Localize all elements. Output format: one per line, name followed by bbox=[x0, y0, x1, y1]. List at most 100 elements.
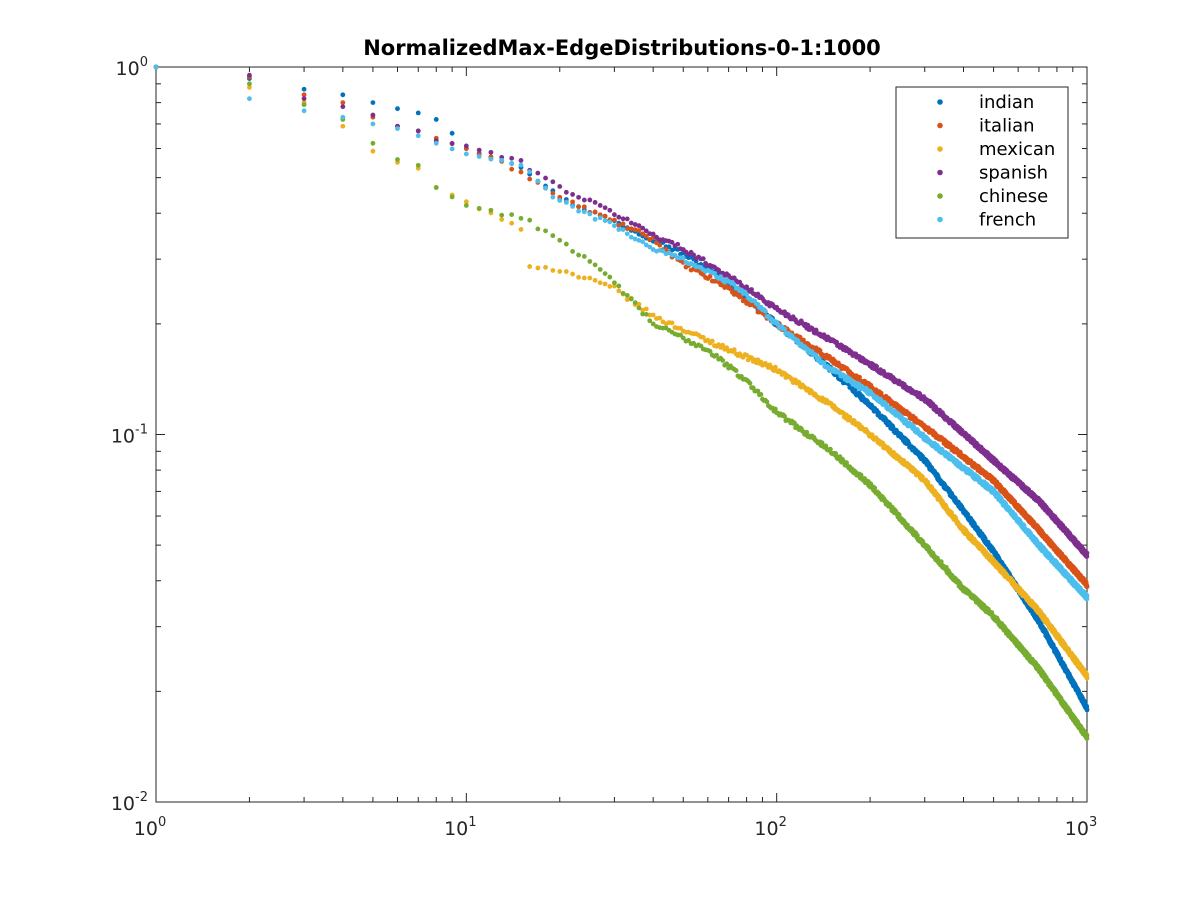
data-point bbox=[340, 123, 346, 129]
x-tick-label: 100 bbox=[134, 815, 166, 840]
data-point bbox=[476, 147, 482, 153]
data-point bbox=[602, 213, 608, 219]
data-point bbox=[550, 190, 556, 196]
data-point bbox=[874, 364, 880, 369]
data-point bbox=[527, 264, 533, 269]
data-point bbox=[570, 249, 575, 254]
data-point bbox=[755, 388, 761, 394]
data-point bbox=[700, 256, 706, 262]
data-point bbox=[675, 241, 681, 247]
data-point bbox=[700, 334, 706, 340]
data-point bbox=[624, 292, 630, 298]
data-point bbox=[624, 226, 630, 231]
data-point bbox=[640, 311, 646, 317]
data-point bbox=[620, 290, 626, 296]
data-point bbox=[499, 217, 505, 222]
data-point bbox=[587, 259, 593, 264]
data-point bbox=[691, 252, 697, 258]
data-point bbox=[602, 271, 608, 276]
data-point bbox=[592, 209, 598, 215]
x-tick-label: 102 bbox=[754, 815, 786, 840]
data-point bbox=[581, 275, 587, 281]
data-point bbox=[395, 157, 400, 162]
data-point bbox=[449, 130, 455, 136]
data-point bbox=[581, 197, 587, 203]
data-point bbox=[657, 315, 663, 321]
data-point bbox=[247, 72, 252, 78]
data-point bbox=[805, 322, 811, 328]
data-point bbox=[543, 264, 548, 270]
data-point bbox=[612, 217, 617, 223]
data-point bbox=[1084, 550, 1090, 556]
data-point bbox=[925, 479, 931, 485]
data-point bbox=[632, 222, 638, 227]
data-point bbox=[535, 170, 541, 176]
data-point bbox=[247, 81, 252, 87]
data-point bbox=[640, 225, 646, 231]
data-point bbox=[563, 241, 569, 247]
data-point bbox=[640, 231, 646, 237]
data-point bbox=[476, 205, 482, 211]
data-point bbox=[535, 226, 541, 232]
data-point bbox=[301, 92, 307, 98]
data-point bbox=[499, 212, 505, 218]
data-point bbox=[340, 104, 346, 110]
data-point bbox=[686, 338, 691, 343]
data-point bbox=[616, 288, 622, 294]
data-point bbox=[804, 429, 810, 435]
data-point bbox=[509, 220, 515, 226]
data-point bbox=[557, 184, 563, 189]
data-point bbox=[449, 194, 455, 200]
data-point bbox=[527, 176, 533, 182]
data-point bbox=[518, 227, 524, 232]
data-point bbox=[720, 358, 726, 363]
data-point bbox=[669, 239, 675, 245]
data-point bbox=[616, 214, 622, 220]
data-point bbox=[628, 296, 634, 302]
data-point bbox=[1084, 584, 1090, 590]
data-point bbox=[518, 215, 524, 221]
data-point bbox=[535, 265, 541, 271]
data-point bbox=[607, 274, 613, 280]
data-point bbox=[597, 280, 603, 286]
data-point bbox=[612, 212, 617, 218]
data-point bbox=[581, 253, 587, 259]
data-point bbox=[758, 391, 764, 397]
data-point bbox=[570, 199, 575, 205]
data-point bbox=[669, 320, 675, 326]
data-point bbox=[620, 216, 626, 222]
data-point bbox=[707, 348, 713, 354]
x-tick-label: 101 bbox=[444, 815, 476, 840]
data-point bbox=[636, 305, 642, 311]
data-point bbox=[592, 262, 598, 268]
data-point bbox=[636, 228, 642, 233]
y-tick-label: 10-2 bbox=[111, 790, 148, 815]
data-point bbox=[581, 204, 587, 210]
data-point bbox=[518, 158, 524, 163]
data-point bbox=[801, 337, 806, 343]
data-point bbox=[709, 338, 715, 344]
data-point bbox=[650, 231, 656, 237]
data-point bbox=[550, 268, 556, 273]
data-point bbox=[724, 361, 730, 367]
data-point bbox=[463, 203, 469, 208]
data-point bbox=[488, 207, 494, 213]
data-point bbox=[643, 233, 649, 239]
data-point bbox=[958, 450, 963, 455]
data-point bbox=[772, 406, 778, 412]
data-point bbox=[576, 274, 581, 280]
data-point bbox=[607, 207, 613, 213]
data-point bbox=[550, 179, 556, 185]
data-point bbox=[624, 297, 630, 303]
data-point bbox=[463, 199, 469, 205]
data-point bbox=[340, 100, 346, 106]
series-spanish bbox=[153, 64, 1090, 559]
data-point bbox=[643, 311, 649, 317]
data-point bbox=[747, 380, 753, 386]
data-point bbox=[731, 347, 737, 353]
data-point bbox=[563, 269, 569, 274]
data-point bbox=[650, 321, 656, 327]
data-point bbox=[628, 220, 634, 226]
data-point bbox=[597, 203, 603, 208]
